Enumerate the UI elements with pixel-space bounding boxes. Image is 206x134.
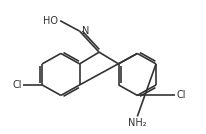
Text: Cl: Cl <box>12 80 22 90</box>
Text: HO: HO <box>43 16 58 26</box>
Text: Cl: Cl <box>176 90 186 100</box>
Text: NH₂: NH₂ <box>128 118 147 128</box>
Text: N: N <box>82 26 89 36</box>
